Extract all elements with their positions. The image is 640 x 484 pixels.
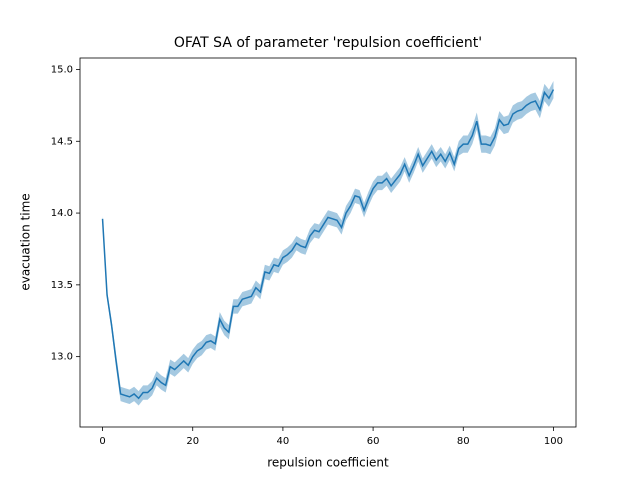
axes-frame	[79, 57, 577, 428]
y-tick-label: 14.5	[51, 136, 73, 147]
y-axis-label: evacuation time	[19, 193, 33, 290]
x-tick-label: 60	[367, 436, 380, 447]
x-axis-label: repulsion coefficient	[267, 456, 389, 470]
x-tick-label: 100	[544, 436, 563, 447]
y-tick-label: 15.0	[51, 64, 73, 75]
x-tick-label: 20	[186, 436, 199, 447]
line	[101, 89, 555, 400]
y-tick-label: 14.0	[51, 208, 73, 219]
x-tick-label: 40	[277, 436, 290, 447]
y-tick-label: 13.5	[51, 280, 73, 291]
y-tick-label: 13.0	[51, 352, 73, 363]
x-tick-label: 80	[457, 436, 470, 447]
chart-title: OFAT SA of parameter 'repulsion coeffici…	[174, 35, 482, 51]
x-tick-label: 0	[99, 436, 105, 447]
